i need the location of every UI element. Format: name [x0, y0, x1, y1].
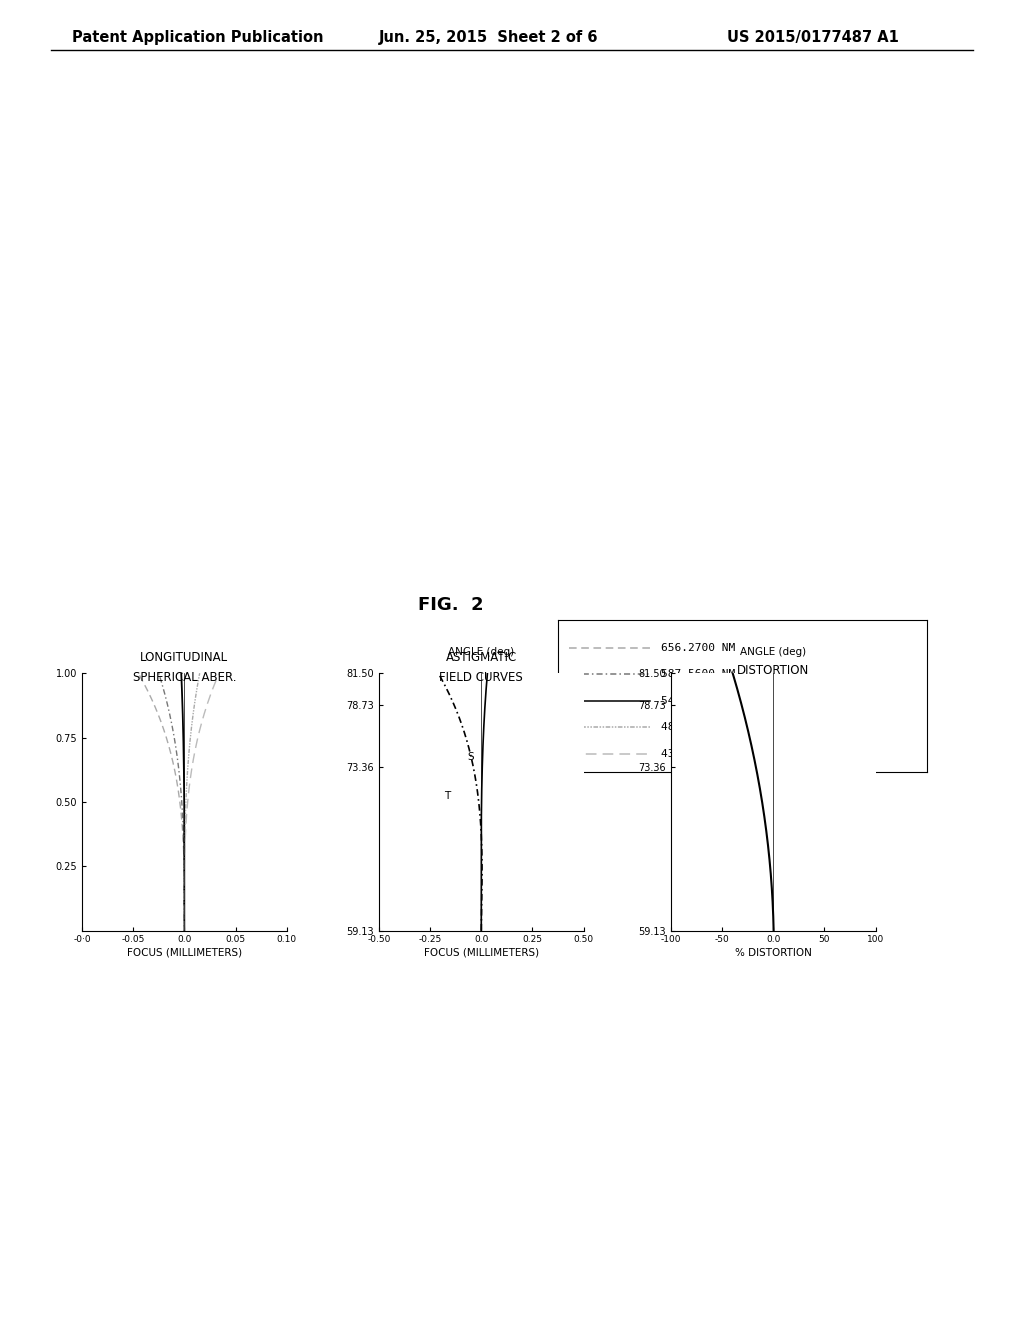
Text: ASTIGMATIC: ASTIGMATIC — [445, 651, 517, 664]
Text: FOCUS (MILLIMETERS): FOCUS (MILLIMETERS) — [127, 948, 242, 958]
Text: 486.1300 NM: 486.1300 NM — [662, 722, 735, 733]
Text: 435.8400 NM: 435.8400 NM — [662, 748, 735, 759]
Text: ANGLE (deg): ANGLE (deg) — [740, 647, 806, 657]
Text: SPHERICAL ABER.: SPHERICAL ABER. — [132, 671, 237, 684]
Text: 546.0700 NM: 546.0700 NM — [662, 696, 735, 706]
Text: 587.5600 NM: 587.5600 NM — [662, 669, 735, 680]
Text: FIG.  2: FIG. 2 — [418, 595, 483, 614]
Text: S: S — [467, 752, 473, 762]
Text: 656.2700 NM: 656.2700 NM — [662, 643, 735, 652]
Text: Jun. 25, 2015  Sheet 2 of 6: Jun. 25, 2015 Sheet 2 of 6 — [379, 30, 598, 45]
Text: T: T — [444, 791, 451, 801]
Text: ANGLE (deg): ANGLE (deg) — [449, 647, 514, 657]
Text: FOCUS (MILLIMETERS): FOCUS (MILLIMETERS) — [424, 948, 539, 958]
Text: US 2015/0177487 A1: US 2015/0177487 A1 — [727, 30, 899, 45]
Text: LONGITUDINAL: LONGITUDINAL — [140, 651, 228, 664]
Text: % DISTORTION: % DISTORTION — [734, 948, 812, 958]
Text: FIELD CURVES: FIELD CURVES — [439, 671, 523, 684]
Text: DISTORTION: DISTORTION — [737, 664, 809, 677]
Text: Patent Application Publication: Patent Application Publication — [72, 30, 324, 45]
